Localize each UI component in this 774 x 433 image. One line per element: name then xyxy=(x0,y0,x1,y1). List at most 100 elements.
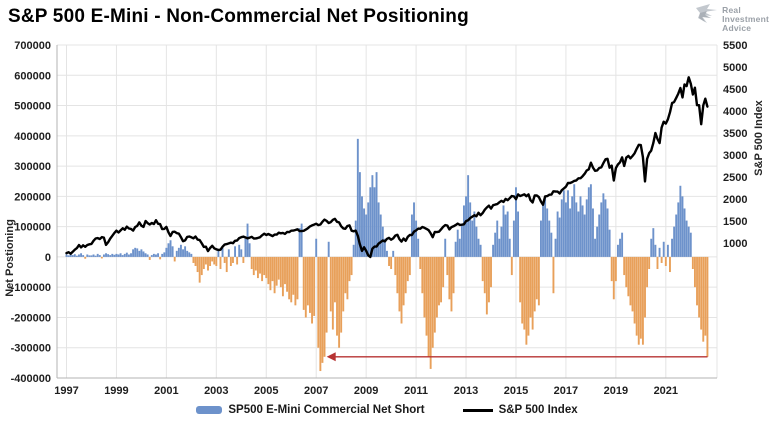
net-positioning-bar xyxy=(519,256,522,303)
net-positioning-bar xyxy=(119,253,122,257)
net-positioning-bar xyxy=(325,256,328,333)
net-positioning-bar xyxy=(573,184,576,257)
net-positioning-bar xyxy=(546,208,549,257)
net-positioning-bar xyxy=(471,220,474,257)
net-positioning-bar xyxy=(623,256,626,276)
net-positioning-bar xyxy=(610,256,613,282)
net-positioning-bar xyxy=(454,241,457,257)
net-positioning-bar xyxy=(406,256,409,282)
brand-logo: Real Investment Advice xyxy=(695,3,769,33)
net-positioning-bar xyxy=(587,187,590,257)
left-axis-tick-label: 400000 xyxy=(14,131,51,143)
net-positioning-bar xyxy=(306,256,309,306)
right-axis-tick-label: 3000 xyxy=(723,150,747,162)
net-positioning-bar xyxy=(342,256,345,312)
net-positioning-bar xyxy=(329,256,332,312)
net-positioning-bar xyxy=(65,254,68,257)
net-positioning-bar xyxy=(417,238,420,257)
net-positioning-bar xyxy=(261,256,264,282)
net-positioning-bar xyxy=(660,256,663,263)
left-axis-tick-label: 200000 xyxy=(14,191,51,203)
net-positioning-bar xyxy=(579,196,582,257)
x-axis-tick-label: 1999 xyxy=(104,385,128,397)
net-positioning-bar xyxy=(691,256,694,270)
net-positioning-bar xyxy=(298,228,301,257)
net-positioning-bar xyxy=(367,202,370,257)
net-positioning-bar xyxy=(67,255,70,257)
brand-text: Real Investment Advice xyxy=(722,3,769,33)
net-positioning-bar xyxy=(419,256,422,270)
net-positioning-bar xyxy=(338,256,341,348)
net-positioning-bar xyxy=(646,256,649,288)
net-positioning-bar xyxy=(704,256,707,336)
net-positioning-bar xyxy=(315,238,318,257)
net-positioning-bar xyxy=(687,226,690,257)
net-positioning-bar xyxy=(400,256,403,324)
net-positioning-bar xyxy=(658,247,661,257)
net-positioning-bar xyxy=(608,229,611,257)
net-positioning-bar xyxy=(523,256,526,330)
net-positioning-bar xyxy=(641,256,644,345)
net-positioning-bar xyxy=(140,249,143,257)
net-positioning-bar xyxy=(633,256,636,324)
net-positioning-bar xyxy=(109,255,112,257)
net-positioning-bar xyxy=(321,256,324,363)
net-positioning-bar xyxy=(398,256,401,312)
net-positioning-bar xyxy=(431,256,434,348)
net-positioning-bar xyxy=(463,205,465,257)
net-positioning-bar xyxy=(323,256,326,357)
net-positioning-bar xyxy=(671,238,674,257)
net-positioning-bar xyxy=(317,256,320,348)
net-positioning-bar xyxy=(423,256,426,318)
right-axis-tick-label: 4000 xyxy=(723,106,747,118)
net-positioning-bar xyxy=(675,214,678,257)
left-axis-title: Net Postioning xyxy=(4,219,16,297)
net-positioning-bar xyxy=(221,247,224,257)
left-axis-tick-label: 600000 xyxy=(14,70,51,82)
chart-title: S&P 500 E-Mini - Non-Commercial Net Posi… xyxy=(8,6,469,27)
net-positioning-bar xyxy=(469,202,472,257)
net-positioning-bar xyxy=(589,184,592,257)
net-positioning-bar xyxy=(673,226,676,257)
net-positioning-bar xyxy=(681,196,684,257)
net-positioning-bar xyxy=(300,223,303,257)
net-positioning-bar xyxy=(358,172,361,257)
net-positioning-bar xyxy=(163,252,166,257)
net-positioning-bar xyxy=(504,214,507,257)
net-positioning-bar xyxy=(429,256,432,369)
net-positioning-bar xyxy=(190,253,193,257)
net-positioning-bar xyxy=(402,256,405,306)
net-positioning-bar xyxy=(544,196,547,257)
net-positioning-bar xyxy=(408,256,411,276)
net-positioning-bar xyxy=(415,220,418,257)
net-positioning-bar xyxy=(656,256,659,270)
net-positioning-bar xyxy=(521,256,524,324)
net-positioning-bar xyxy=(269,256,272,291)
net-positioning-bar xyxy=(596,226,599,257)
left-axis-tick-label: -400000 xyxy=(11,373,51,385)
net-positioning-bar xyxy=(664,256,667,266)
net-positioning-bar xyxy=(188,252,191,257)
net-positioning-bar xyxy=(100,256,103,259)
x-axis-tick-label: 2011 xyxy=(404,385,428,397)
net-positioning-bar xyxy=(606,208,609,257)
net-positioning-bar xyxy=(309,256,311,313)
net-positioning-bar xyxy=(567,190,569,257)
net-positioning-bar xyxy=(477,238,480,257)
net-positioning-bar xyxy=(219,256,222,270)
net-positioning-bar xyxy=(540,220,542,257)
net-positioning-bar xyxy=(527,256,530,336)
net-positioning-bar xyxy=(533,256,536,312)
net-positioning-bar xyxy=(207,256,209,271)
net-positioning-bar xyxy=(96,253,99,257)
net-positioning-bar xyxy=(71,255,74,257)
net-positioning-bar xyxy=(256,256,259,279)
net-positioning-bar xyxy=(254,256,257,271)
net-positioning-bar xyxy=(152,253,155,257)
net-positioning-bar xyxy=(448,256,451,300)
net-positioning-bar xyxy=(377,202,380,257)
net-positioning-bar xyxy=(700,256,703,330)
net-positioning-bar xyxy=(612,256,615,300)
net-positioning-bar xyxy=(706,256,709,357)
net-positioning-bar xyxy=(502,205,505,257)
